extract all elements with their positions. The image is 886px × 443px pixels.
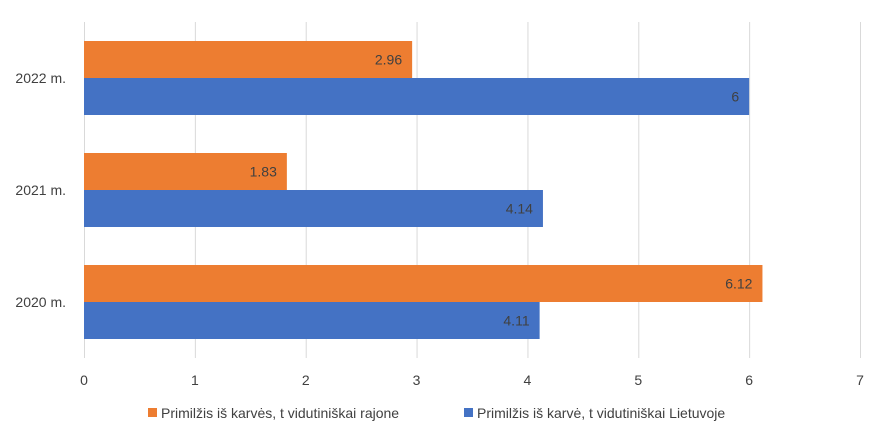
data-label: 2.96	[375, 52, 402, 68]
x-tick-label: 2	[302, 372, 310, 388]
x-tick-label: 4	[524, 372, 532, 388]
y-tick-label: 2020 m.	[15, 294, 66, 310]
data-label: 1.83	[250, 164, 277, 180]
x-tick-label: 5	[634, 372, 642, 388]
bar-rajone	[84, 41, 413, 78]
x-axis-labels: 0 1 2 3 4 5 6 7	[80, 372, 864, 388]
bar-lietuvoje	[84, 78, 750, 115]
bar-rajone	[84, 153, 287, 190]
bar-lietuvoje	[84, 302, 540, 339]
legend-swatch	[464, 408, 473, 417]
y-axis-labels: 2020 m. 2021 m. 2022 m.	[15, 70, 66, 310]
x-tick-label: 3	[413, 372, 421, 388]
x-tick-label: 6	[745, 372, 753, 388]
data-label: 6.12	[725, 276, 752, 292]
bar-lietuvoje	[84, 190, 543, 227]
legend-swatch	[148, 408, 157, 417]
y-tick-label: 2022 m.	[15, 70, 66, 86]
legend-label: Primilžis iš karvė, t vidutiniškai Lietu…	[477, 405, 725, 421]
legend: Primilžis iš karvės, t vidutiniškai rajo…	[148, 405, 725, 421]
data-label: 4.14	[506, 201, 533, 217]
y-tick-label: 2021 m.	[15, 182, 66, 198]
bar-rajone	[84, 265, 763, 302]
x-tick-label: 7	[856, 372, 864, 388]
x-tick-label: 0	[80, 372, 88, 388]
bars	[84, 41, 763, 339]
x-tick-label: 1	[191, 372, 199, 388]
data-labels: 6.12 4.11 1.83 4.14 2.96 6	[250, 52, 753, 329]
legend-label: Primilžis iš karvės, t vidutiniškai rajo…	[161, 405, 399, 421]
data-label: 6	[731, 89, 739, 105]
data-label: 4.11	[503, 313, 529, 329]
